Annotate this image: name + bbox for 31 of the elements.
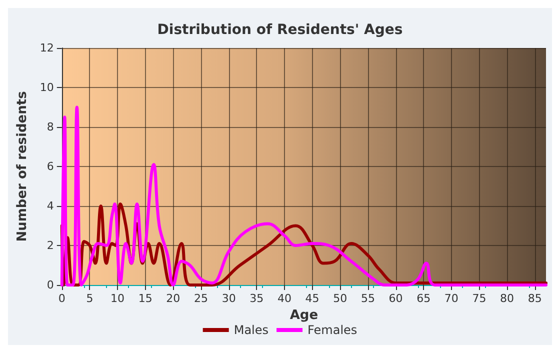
- y-tick-label: 2: [46, 239, 54, 252]
- x-tick-label: 30: [222, 292, 236, 305]
- x-tick-label: 55: [360, 292, 375, 305]
- x-tick-label: 75: [472, 292, 486, 305]
- legend-label: Males: [234, 323, 269, 337]
- line-series: [60, 106, 548, 286]
- x-tick-label: 50: [333, 292, 348, 305]
- x-tick-label: 10: [110, 292, 125, 305]
- x-tick-label: 35: [250, 292, 264, 305]
- y-tick-label: 0: [46, 278, 54, 292]
- x-tick-label: 70: [444, 292, 458, 305]
- x-tick-label: 65: [416, 292, 431, 305]
- y-tick-label: 10: [40, 81, 54, 94]
- chart-title: Distribution of Residents' Ages: [157, 22, 403, 38]
- x-axis-title: Age: [290, 308, 318, 323]
- y-tick-label: 12: [40, 42, 54, 54]
- x-tick-label: 85: [528, 292, 542, 305]
- y-axis-title: Number of residents: [15, 90, 30, 242]
- x-tick-label: 80: [500, 292, 514, 305]
- y-tick-label: 6: [46, 160, 54, 173]
- x-tick-label: 45: [305, 292, 320, 305]
- y-tick-label: 8: [46, 120, 54, 134]
- legend-label: Females: [308, 323, 358, 337]
- x-tick-label: 40: [277, 292, 292, 305]
- x-tick-label: 60: [388, 292, 403, 305]
- x-tick-label: 15: [138, 292, 152, 305]
- y-tick-label: 4: [46, 200, 54, 212]
- x-tick-label: 0: [58, 292, 66, 305]
- x-tick-label: 20: [166, 292, 180, 305]
- x-tick-label: 25: [194, 292, 208, 305]
- x-tick-label: 5: [86, 292, 94, 305]
